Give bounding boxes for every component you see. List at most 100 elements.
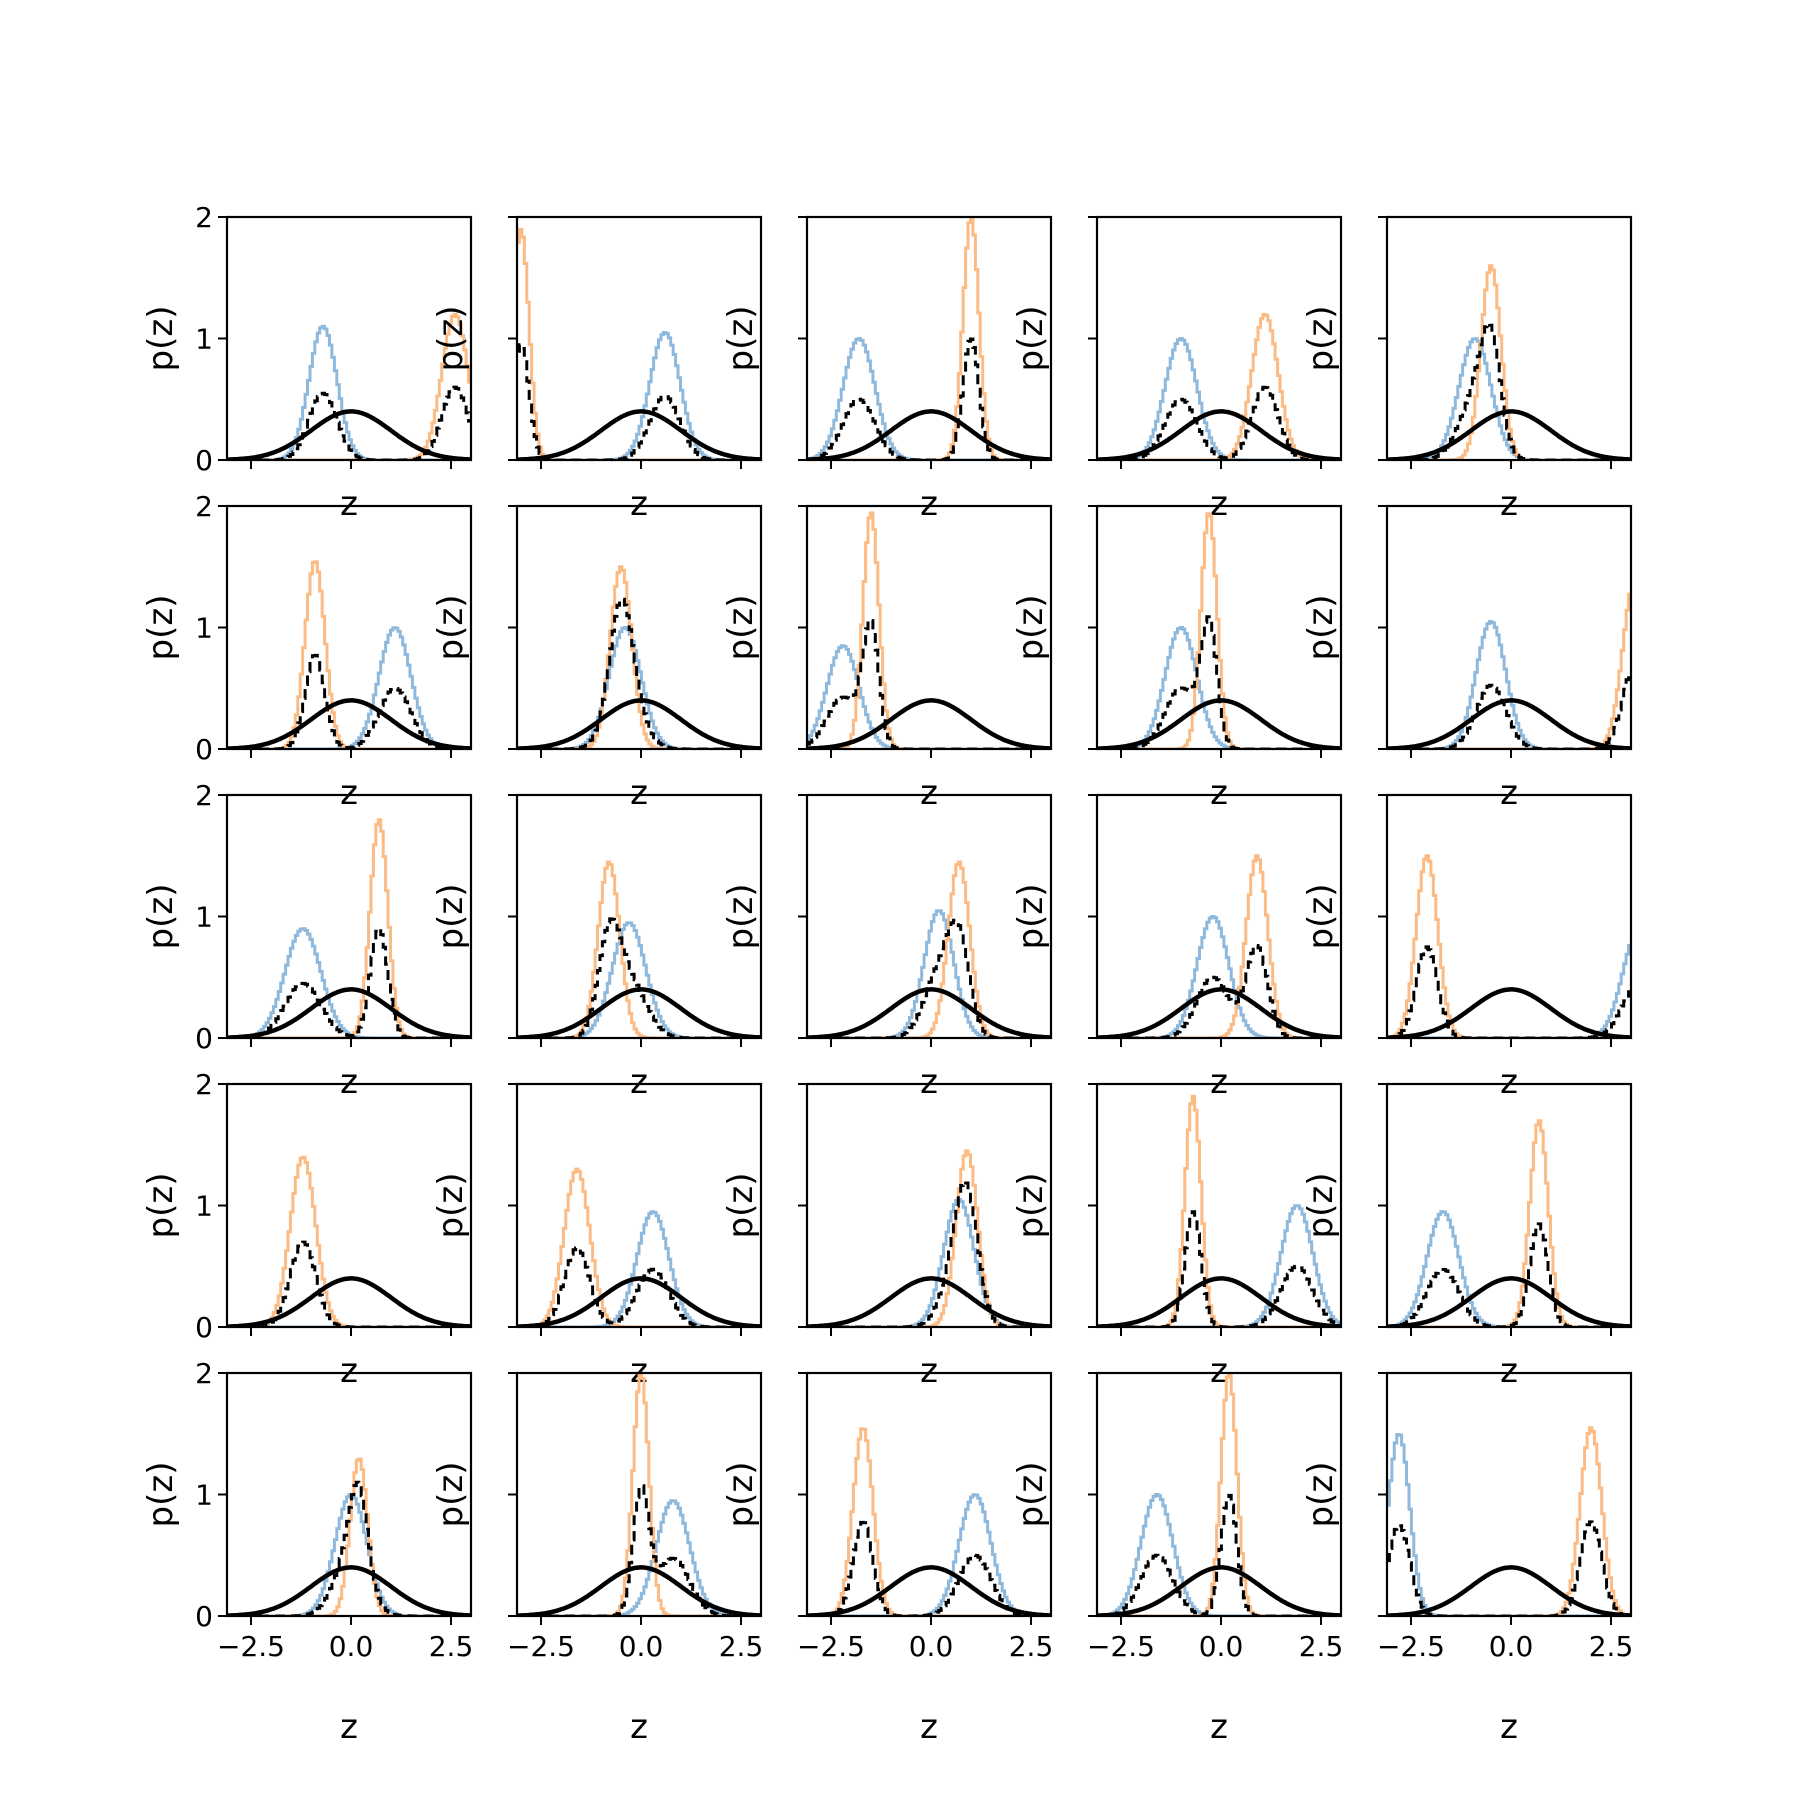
blue-histogram (1097, 337, 1341, 460)
x-axis-label: z (340, 1707, 358, 1747)
x-axis-label: z (340, 1351, 358, 1391)
x-axis-label: z (1500, 1707, 1518, 1747)
y-tick-label: 2 (195, 1357, 213, 1390)
x-tick-label: −2.5 (217, 1630, 285, 1663)
x-axis-label: z (1500, 484, 1518, 524)
y-axis-label: p(z) (1301, 884, 1341, 950)
subplot-3-2: z p(z) (431, 793, 763, 1102)
y-axis-label: p(z) (1301, 306, 1341, 372)
x-tick-label: −2.5 (1377, 1630, 1445, 1663)
subplot-5-5: −2.5 0.0 2.5 z p(z) (1301, 1371, 1634, 1747)
prior-curve (807, 409, 1051, 460)
subplot-3-4: z p(z) (1011, 793, 1343, 1102)
mixture-histogram (1097, 1493, 1341, 1616)
x-tick-label: 0.0 (1489, 1630, 1534, 1663)
x-axis-label: z (630, 1062, 648, 1102)
mixture-histogram (1097, 385, 1341, 460)
subplot-4-5: z p(z) (1301, 1082, 1633, 1391)
x-axis-label: z (920, 1707, 938, 1747)
x-tick-label: −2.5 (1087, 1630, 1155, 1663)
y-axis-label: p(z) (141, 1173, 181, 1239)
y-axis-label: p(z) (721, 1173, 761, 1239)
x-axis-label: z (1500, 1062, 1518, 1102)
y-axis-label: p(z) (1011, 1462, 1051, 1528)
orange-histogram (1097, 313, 1341, 460)
axes-frame (1385, 793, 1633, 1040)
x-axis-label: z (920, 484, 938, 524)
x-tick-label: 2.5 (1299, 1630, 1344, 1663)
y-tick-label: 0 (195, 1022, 213, 1055)
y-tick-label: 0 (195, 733, 213, 766)
subplot-4-1: 0 1 2 z p(z) (141, 1068, 473, 1391)
x-tick-label: 2.5 (719, 1630, 764, 1663)
y-axis-label: p(z) (1011, 1173, 1051, 1239)
y-axis-label: p(z) (1301, 1462, 1341, 1528)
prior-curve (807, 987, 1051, 1038)
subplot-4-3: z p(z) (721, 1082, 1053, 1391)
x-axis-label: z (1210, 484, 1228, 524)
x-tick-label: 0.0 (1199, 1630, 1244, 1663)
y-tick-label: 0 (195, 1600, 213, 1633)
y-axis-label: p(z) (1011, 595, 1051, 661)
x-axis-label: z (340, 484, 358, 524)
y-tick-label: 1 (195, 1479, 213, 1512)
x-axis-label: z (1210, 1707, 1228, 1747)
orange-histogram (1387, 264, 1631, 460)
prior-curve (1387, 409, 1631, 460)
x-tick-label: −2.5 (797, 1630, 865, 1663)
axes-frame (1385, 1371, 1633, 1618)
blue-histogram (1097, 1493, 1341, 1616)
mixture-histogram (227, 1240, 471, 1327)
y-tick-label: 2 (195, 490, 213, 523)
x-tick-label: 2.5 (1589, 1630, 1634, 1663)
orange-histogram (517, 1373, 761, 1616)
mixture-histogram (807, 1180, 1051, 1327)
subplot-5-4: −2.5 0.0 2.5 z p(z) (1011, 1371, 1344, 1747)
blue-histogram (227, 927, 471, 1038)
orange-histogram (1387, 1426, 1631, 1616)
x-tick-label: 2.5 (429, 1630, 474, 1663)
mixture-histogram (517, 343, 761, 460)
subplot-2-3: z p(z) (721, 504, 1053, 813)
prior-curve (1387, 698, 1631, 749)
mixture-histogram (517, 1484, 761, 1616)
subplot-1-3: z p(z) (721, 215, 1053, 524)
prior-curve (1097, 987, 1341, 1038)
y-tick-label: 0 (195, 1311, 213, 1344)
x-axis-label: z (630, 1707, 648, 1747)
prior-curve (807, 1276, 1051, 1327)
subplot-3-5: z p(z) (1301, 793, 1633, 1102)
orange-histogram (1387, 1119, 1631, 1327)
y-tick-label: 1 (195, 612, 213, 645)
blue-histogram (1387, 620, 1631, 749)
x-axis-label: z (1210, 773, 1228, 813)
subplot-5-1: −2.5 0.0 2.5 0 1 2 z p(z) (141, 1357, 473, 1747)
prior-curve (227, 1565, 471, 1616)
orange-histogram (1097, 1373, 1341, 1616)
prior-curve (517, 409, 761, 460)
subplot-1-4: z p(z) (1011, 215, 1343, 524)
x-axis-label: z (920, 1062, 938, 1102)
prior-curve (1097, 409, 1341, 460)
y-tick-label: 2 (195, 779, 213, 812)
y-tick-label: 1 (195, 1190, 213, 1223)
y-axis-label: p(z) (141, 595, 181, 661)
x-tick-label: 0.0 (329, 1630, 374, 1663)
subplot-1-5: z p(z) (1301, 215, 1633, 524)
prior-curve (807, 698, 1051, 749)
y-axis-label: p(z) (721, 306, 761, 372)
mixture-histogram (807, 618, 1051, 749)
prior-curve (1387, 1276, 1631, 1327)
x-axis-label: z (1210, 1351, 1228, 1391)
axes-frame (1385, 504, 1633, 751)
orange-histogram (1097, 1094, 1341, 1327)
y-axis-label: p(z) (141, 306, 181, 372)
prior-curve (227, 409, 471, 460)
x-axis-label: z (1500, 1351, 1518, 1391)
x-axis-label: z (920, 1351, 938, 1391)
y-axis-label: p(z) (721, 595, 761, 661)
y-tick-label: 2 (195, 1068, 213, 1101)
x-axis-label: z (340, 773, 358, 813)
mixture-histogram (1387, 945, 1631, 1038)
